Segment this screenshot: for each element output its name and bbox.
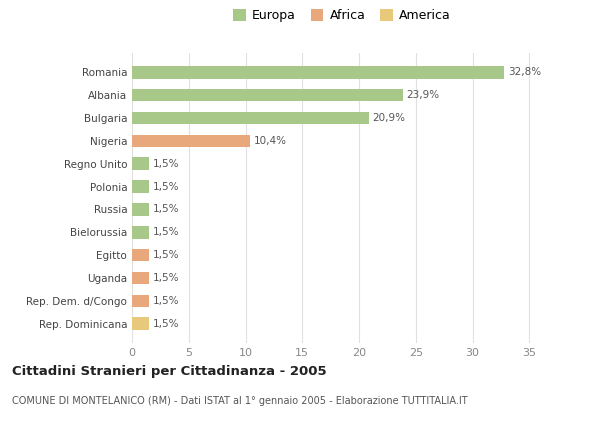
Text: 20,9%: 20,9% — [373, 113, 406, 123]
Text: 32,8%: 32,8% — [508, 67, 541, 77]
Bar — [132, 66, 505, 79]
Bar — [132, 112, 369, 124]
Bar — [132, 158, 149, 170]
Bar — [132, 203, 149, 216]
Text: 1,5%: 1,5% — [152, 250, 179, 260]
Bar — [132, 249, 149, 261]
Text: 1,5%: 1,5% — [152, 319, 179, 329]
Text: 1,5%: 1,5% — [152, 182, 179, 191]
Text: 1,5%: 1,5% — [152, 159, 179, 169]
Text: 1,5%: 1,5% — [152, 205, 179, 214]
Bar — [132, 317, 149, 330]
Text: Cittadini Stranieri per Cittadinanza - 2005: Cittadini Stranieri per Cittadinanza - 2… — [12, 365, 326, 378]
Text: COMUNE DI MONTELANICO (RM) - Dati ISTAT al 1° gennaio 2005 - Elaborazione TUTTIT: COMUNE DI MONTELANICO (RM) - Dati ISTAT … — [12, 396, 467, 406]
Text: 23,9%: 23,9% — [407, 90, 440, 100]
Bar — [132, 135, 250, 147]
Text: 1,5%: 1,5% — [152, 273, 179, 283]
Bar — [132, 89, 403, 102]
Bar — [132, 180, 149, 193]
Text: 1,5%: 1,5% — [152, 227, 179, 237]
Bar — [132, 226, 149, 238]
Legend: Europa, Africa, America: Europa, Africa, America — [230, 7, 454, 25]
Bar — [132, 294, 149, 307]
Bar — [132, 272, 149, 284]
Text: 1,5%: 1,5% — [152, 296, 179, 306]
Text: 10,4%: 10,4% — [253, 136, 286, 146]
